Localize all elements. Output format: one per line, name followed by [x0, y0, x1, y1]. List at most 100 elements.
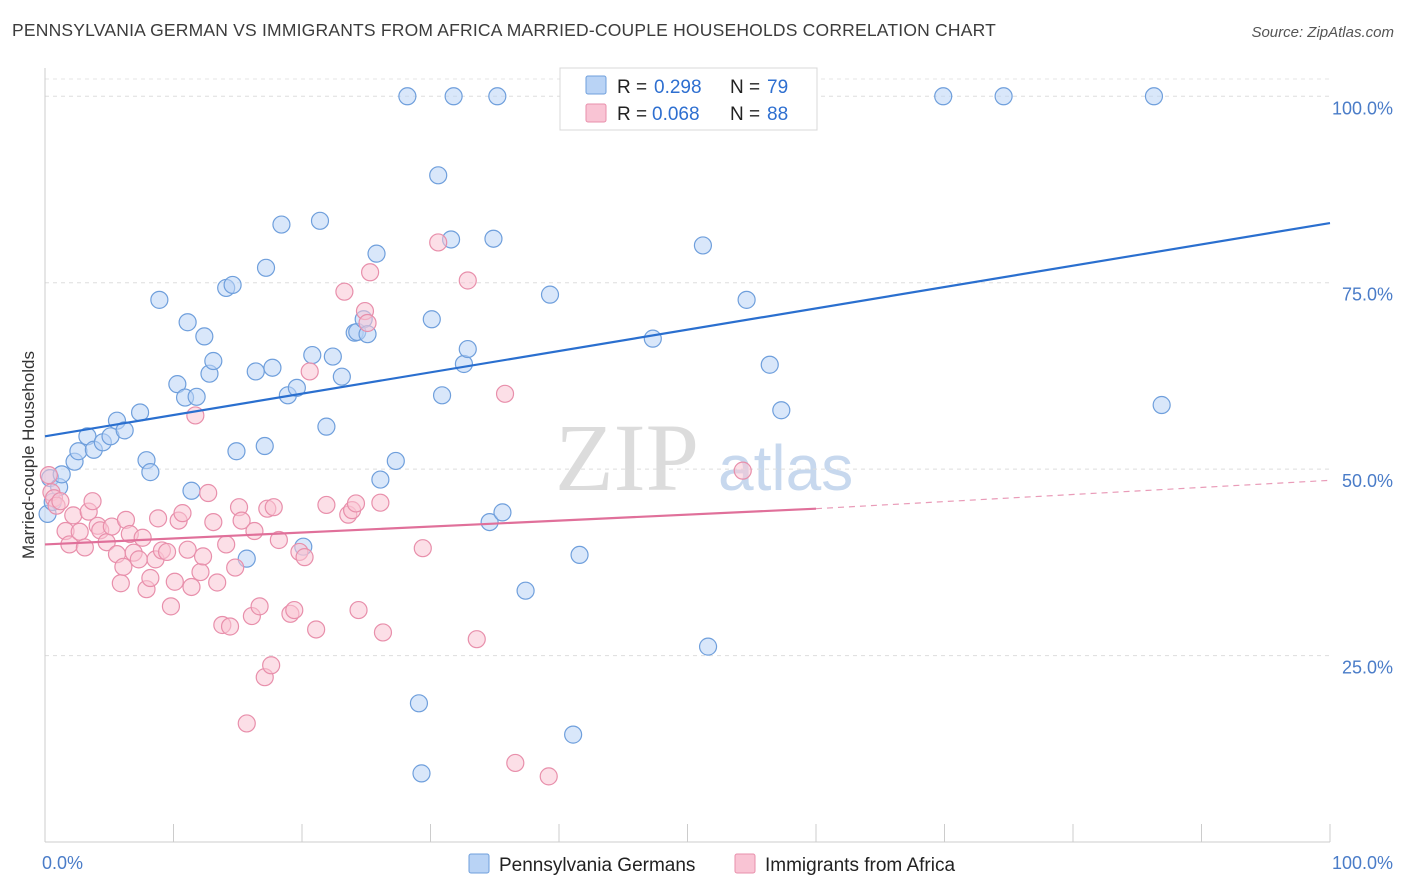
point-pennsylvania-germans	[256, 438, 273, 455]
stats-legend: R = 0.298 N = 79 R = 0.068 N = 88	[560, 68, 817, 130]
point-immigrants-africa	[71, 523, 88, 540]
point-immigrants-africa	[162, 598, 179, 615]
point-immigrants-africa	[497, 385, 514, 402]
point-pennsylvania-germans	[694, 237, 711, 254]
point-immigrants-africa	[362, 264, 379, 281]
stats-legend-r-label: R =	[617, 77, 647, 98]
point-pennsylvania-germans	[151, 291, 168, 308]
point-pennsylvania-germans	[459, 341, 476, 358]
point-pennsylvania-germans	[494, 504, 511, 521]
point-pennsylvania-germans	[399, 88, 416, 105]
stats-legend-n-label: N =	[730, 77, 760, 98]
point-immigrants-africa	[150, 510, 167, 527]
point-immigrants-africa	[734, 462, 751, 479]
point-pennsylvania-germans	[196, 328, 213, 345]
stats-legend-r-value: 0.068	[652, 104, 700, 125]
point-immigrants-africa	[84, 493, 101, 510]
y-tick-label: 50.0%	[1342, 471, 1393, 491]
point-immigrants-africa	[301, 363, 318, 380]
point-immigrants-africa	[52, 493, 69, 510]
point-immigrants-africa	[174, 505, 191, 522]
point-immigrants-africa	[468, 631, 485, 648]
point-pennsylvania-germans	[565, 726, 582, 743]
point-pennsylvania-germans	[1153, 397, 1170, 414]
point-pennsylvania-germans	[434, 387, 451, 404]
point-immigrants-africa	[159, 543, 176, 560]
point-immigrants-africa	[192, 564, 209, 581]
point-pennsylvania-germans	[489, 88, 506, 105]
point-pennsylvania-germans	[738, 291, 755, 308]
y-tick-label: 100.0%	[1332, 98, 1393, 118]
point-pennsylvania-germans	[224, 276, 241, 293]
point-pennsylvania-germans	[430, 167, 447, 184]
point-pennsylvania-germans	[1145, 88, 1162, 105]
point-pennsylvania-germans	[311, 212, 328, 229]
series-legend: Pennsylvania Germans Immigrants from Afr…	[469, 854, 955, 876]
stats-legend-r-label: R =	[617, 104, 647, 125]
legend-swatch-pennsylvania-germans	[469, 854, 489, 873]
point-pennsylvania-germans	[273, 216, 290, 233]
point-pennsylvania-germans	[644, 330, 661, 347]
point-immigrants-africa	[222, 618, 239, 635]
x-tick-label: 0.0%	[42, 853, 83, 873]
point-pennsylvania-germans	[205, 353, 222, 370]
point-immigrants-africa	[115, 558, 132, 575]
point-pennsylvania-germans	[410, 695, 427, 712]
point-pennsylvania-germans	[132, 404, 149, 421]
x-tick-label: 100.0%	[1332, 853, 1393, 873]
point-immigrants-africa	[142, 570, 159, 587]
point-immigrants-africa	[112, 575, 129, 592]
point-pennsylvania-germans	[773, 402, 790, 419]
point-immigrants-africa	[430, 234, 447, 251]
point-pennsylvania-germans	[247, 363, 264, 380]
point-pennsylvania-germans	[142, 464, 159, 481]
point-immigrants-africa	[336, 283, 353, 300]
legend-swatch-immigrants-africa	[735, 854, 755, 873]
point-pennsylvania-germans	[318, 418, 335, 435]
stats-legend-r-value: 0.298	[654, 77, 702, 98]
point-immigrants-africa	[359, 314, 376, 331]
stats-legend-swatch-pink	[586, 104, 606, 122]
point-pennsylvania-germans	[188, 388, 205, 405]
point-pennsylvania-germans	[571, 546, 588, 563]
point-immigrants-africa	[246, 523, 263, 540]
point-immigrants-africa	[374, 624, 391, 641]
point-immigrants-africa	[183, 578, 200, 595]
y-axis-label: Married-couple Households	[19, 351, 38, 559]
y-tick-label: 25.0%	[1342, 658, 1393, 678]
point-pennsylvania-germans	[995, 88, 1012, 105]
point-immigrants-africa	[347, 495, 364, 512]
point-pennsylvania-germans	[413, 765, 430, 782]
point-pennsylvania-germans	[324, 348, 341, 365]
point-pennsylvania-germans	[445, 88, 462, 105]
point-pennsylvania-germans	[761, 356, 778, 373]
point-immigrants-africa	[195, 548, 212, 565]
point-immigrants-africa	[318, 496, 335, 513]
point-immigrants-africa	[251, 598, 268, 615]
point-immigrants-africa	[350, 602, 367, 619]
y-tick-label: 75.0%	[1342, 285, 1393, 305]
watermark-zip: ZIP	[555, 404, 699, 511]
point-immigrants-africa	[286, 602, 303, 619]
point-immigrants-africa	[308, 621, 325, 638]
point-immigrants-africa	[166, 573, 183, 590]
point-pennsylvania-germans	[935, 88, 952, 105]
point-immigrants-africa	[459, 272, 476, 289]
point-immigrants-africa	[209, 574, 226, 591]
point-pennsylvania-germans	[423, 311, 440, 328]
point-immigrants-africa	[372, 494, 389, 511]
point-immigrants-africa	[40, 467, 57, 484]
trend-line-immigrants-africa-extension	[816, 480, 1330, 508]
point-pennsylvania-germans	[517, 582, 534, 599]
point-immigrants-africa	[414, 540, 431, 557]
point-pennsylvania-germans	[333, 368, 350, 385]
stats-legend-swatch-blue	[586, 76, 606, 94]
point-immigrants-africa	[179, 541, 196, 558]
point-immigrants-africa	[134, 529, 151, 546]
legend-label-immigrants-africa: Immigrants from Africa	[765, 855, 955, 876]
point-pennsylvania-germans	[264, 359, 281, 376]
point-immigrants-africa	[263, 657, 280, 674]
point-immigrants-africa	[238, 715, 255, 732]
point-pennsylvania-germans	[387, 452, 404, 469]
